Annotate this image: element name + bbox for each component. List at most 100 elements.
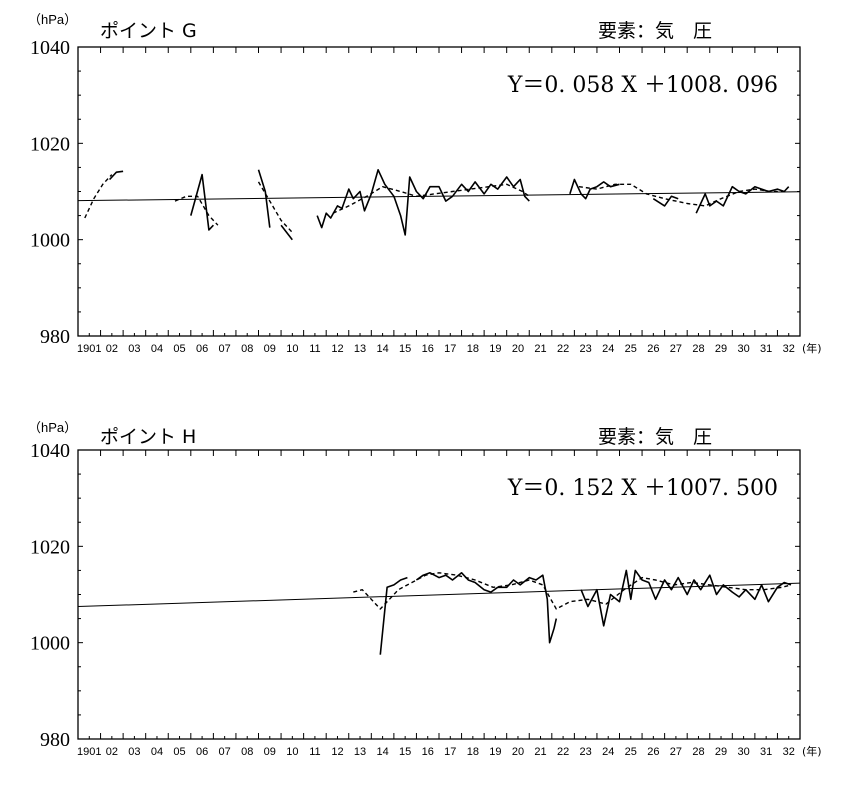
x-tick-label: 02 xyxy=(106,746,118,758)
x-tick-label: 15 xyxy=(399,343,411,355)
x-tick-label: 06 xyxy=(196,343,208,355)
series-group xyxy=(353,569,792,655)
x-tick-label: 18 xyxy=(467,343,479,355)
x-tick-label: 22 xyxy=(557,343,569,355)
x-tick-label: 30 xyxy=(737,746,749,758)
x-tick-label: 26 xyxy=(647,746,659,758)
x-tick-label: 21 xyxy=(534,343,546,355)
trend-line-group xyxy=(77,582,801,608)
moving-average-line xyxy=(353,572,792,610)
x-tick-label: 22 xyxy=(557,746,569,758)
x-tick-label: 04 xyxy=(151,746,163,758)
x-unit-label: (年) xyxy=(802,744,822,758)
element-label: 要素：気 圧 xyxy=(598,20,712,42)
x-tick-label: 11 xyxy=(309,746,320,758)
observed-series-line xyxy=(190,173,214,231)
observed-series-line xyxy=(257,169,271,228)
x-tick-label: 16 xyxy=(422,343,434,355)
y-unit-label: （hPa） xyxy=(28,420,77,435)
observed-series-line xyxy=(109,170,124,181)
x-tick-label: 08 xyxy=(241,343,253,355)
x-tick-label: 21 xyxy=(534,746,546,758)
x-tick-label: 1901 xyxy=(77,746,101,758)
x-tick-label: 28 xyxy=(692,746,704,758)
x-tick-label: 23 xyxy=(580,746,592,758)
y-axis-ticks: 1040 1020 1000 980 xyxy=(30,37,800,348)
y-tick-label: 1020 xyxy=(30,536,70,558)
x-tick-label: 31 xyxy=(760,343,772,355)
observed-series-line xyxy=(569,178,620,200)
x-tick-label: 05 xyxy=(173,343,185,355)
x-tick-label: 19 xyxy=(489,746,501,758)
x-tick-label: 27 xyxy=(670,746,682,758)
x-tick-label: 18 xyxy=(467,746,479,758)
x-tick-label: 29 xyxy=(715,343,727,355)
x-tick-label: 17 xyxy=(444,746,456,758)
chart-title: ポイント H xyxy=(100,426,196,448)
x-tick-label: 13 xyxy=(354,343,366,355)
x-tick-label: 24 xyxy=(602,343,614,355)
moving-average-line xyxy=(257,181,293,233)
x-tick-label: 08 xyxy=(241,746,253,758)
x-tick-label: 32 xyxy=(783,343,795,355)
observed-series-line xyxy=(316,169,530,236)
moving-average-line xyxy=(578,183,787,207)
chart-point-h: （hPa） ポイント H 要素：気 圧 Y＝0. 152 X ＋1007. 50… xyxy=(28,420,822,758)
x-tick-label: 07 xyxy=(219,343,231,355)
x-tick-label: 32 xyxy=(783,746,795,758)
observed-series-line xyxy=(580,569,792,627)
y-tick-label: 1000 xyxy=(30,633,70,655)
series-group xyxy=(84,169,790,241)
x-tick-label: 20 xyxy=(512,343,524,355)
y-tick-label: 1020 xyxy=(30,133,70,155)
y-tick-label: 1040 xyxy=(30,440,70,462)
x-tick-label: 03 xyxy=(128,343,140,355)
x-tick-label: 10 xyxy=(286,343,298,355)
observed-series-line xyxy=(379,576,408,655)
x-axis-ticks: 1901 02 03 04 05 06 07 08 09 10 11 12 13 14 15 16 17 18 19… xyxy=(77,47,822,355)
moving-average-line xyxy=(332,183,530,214)
x-tick-label: 28 xyxy=(692,343,704,355)
x-tick-label: 02 xyxy=(106,343,118,355)
x-tick-label: 25 xyxy=(625,746,637,758)
y-unit-label: （hPa） xyxy=(28,12,77,27)
x-tick-label: 03 xyxy=(128,746,140,758)
x-tick-label: 31 xyxy=(760,746,772,758)
x-tick-label: 27 xyxy=(670,343,682,355)
trend-line xyxy=(77,191,801,202)
x-tick-label: 17 xyxy=(444,343,456,355)
y-tick-label: 980 xyxy=(40,729,70,751)
x-tick-label: 09 xyxy=(264,746,276,758)
x-tick-label: 06 xyxy=(196,746,208,758)
x-tick-label: 10 xyxy=(286,746,298,758)
x-tick-label: 12 xyxy=(331,746,343,758)
x-tick-label: 19 xyxy=(489,343,501,355)
x-tick-label: 07 xyxy=(219,746,231,758)
regression-equation: Y＝0. 058 X ＋1008. 096 xyxy=(507,73,778,98)
x-tick-label: 1901 xyxy=(77,343,101,355)
trend-line-group xyxy=(77,191,801,202)
x-tick-label: 09 xyxy=(264,343,276,355)
regression-equation: Y＝0. 152 X ＋1007. 500 xyxy=(507,476,778,501)
trend-line xyxy=(77,582,801,608)
x-tick-label: 13 xyxy=(354,746,366,758)
moving-average-line xyxy=(174,195,219,226)
x-axis-ticks: 1901 02 03 04 05 06 07 08 09 10 11 12 13 14 15 16 17 18 19… xyxy=(77,450,822,758)
observed-series-line xyxy=(415,571,558,644)
x-unit-label: (年) xyxy=(802,341,822,355)
x-tick-label: 15 xyxy=(399,746,411,758)
y-axis-ticks: 1040 1020 1000 980 xyxy=(30,440,800,751)
observed-series-line xyxy=(280,224,293,241)
x-tick-label: 14 xyxy=(376,746,388,758)
chart-point-g: （hPa） ポイント G 要素：気 圧 Y＝0. 058 X ＋1008. 09… xyxy=(28,12,822,355)
x-tick-label: 04 xyxy=(151,343,163,355)
x-tick-label: 20 xyxy=(512,746,524,758)
x-tick-label: 29 xyxy=(715,746,727,758)
y-tick-label: 1000 xyxy=(30,230,70,252)
element-label: 要素：気 圧 xyxy=(598,426,712,448)
x-tick-label: 12 xyxy=(331,343,343,355)
y-tick-label: 980 xyxy=(40,326,70,348)
x-tick-label: 14 xyxy=(376,343,388,355)
y-tick-label: 1040 xyxy=(30,37,70,59)
